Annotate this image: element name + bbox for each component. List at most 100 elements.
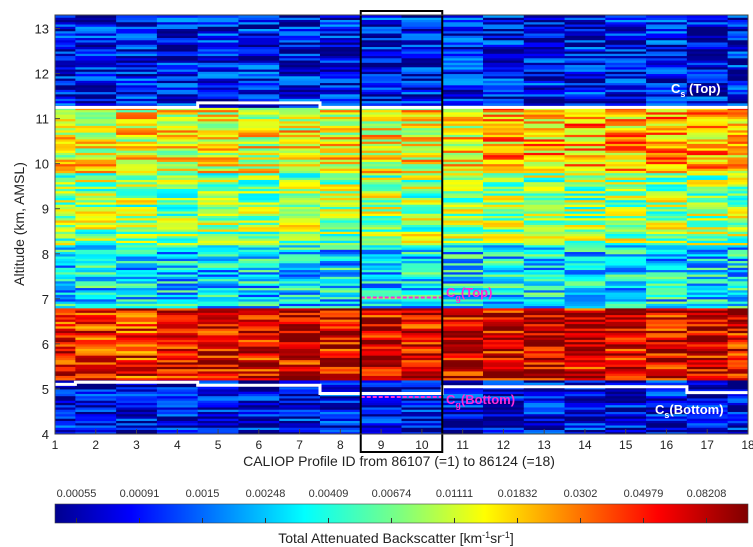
heatmap-cell bbox=[55, 30, 76, 34]
heatmap-cell bbox=[197, 420, 239, 424]
heatmap-cell bbox=[401, 120, 443, 124]
heatmap-cell bbox=[116, 283, 158, 286]
heatmap-cell bbox=[360, 346, 402, 349]
heatmap-cell bbox=[319, 78, 362, 81]
heatmap-cell bbox=[442, 247, 484, 250]
heatmap-cell bbox=[686, 53, 729, 57]
heatmap-cell bbox=[279, 186, 321, 189]
heatmap-cell bbox=[727, 188, 748, 192]
heatmap-cell bbox=[55, 134, 76, 138]
heatmap-cell bbox=[279, 242, 321, 246]
heatmap-cell bbox=[197, 280, 239, 284]
heatmap-cell bbox=[564, 120, 606, 124]
heatmap-cell bbox=[279, 310, 321, 313]
heatmap-cell bbox=[75, 386, 117, 390]
colorbar bbox=[54, 503, 749, 524]
heatmap-cell bbox=[564, 89, 606, 93]
heatmap-cell bbox=[564, 66, 606, 70]
heatmap-cell bbox=[401, 109, 443, 113]
heatmap-cell bbox=[483, 352, 525, 356]
heatmap-cell bbox=[564, 366, 606, 370]
heatmap-cell bbox=[75, 305, 117, 309]
heatmap-cell bbox=[401, 229, 443, 232]
heatmap-cell bbox=[156, 123, 199, 126]
heatmap-cell bbox=[727, 134, 748, 138]
heatmap-cell bbox=[197, 98, 239, 102]
heatmap-cell bbox=[238, 71, 280, 75]
heatmap-cell bbox=[401, 190, 443, 194]
heatmap-cell bbox=[55, 409, 76, 412]
heatmap-cell bbox=[75, 208, 117, 212]
heatmap-cell bbox=[401, 62, 443, 66]
heatmap-cell bbox=[401, 350, 443, 354]
heatmap-cell bbox=[156, 127, 199, 131]
heatmap-cell bbox=[442, 267, 484, 271]
heatmap-cell bbox=[360, 165, 402, 169]
heatmap-cell bbox=[156, 46, 199, 50]
heatmap-cell bbox=[279, 283, 321, 286]
heatmap-cell bbox=[55, 179, 76, 183]
heatmap-cell bbox=[360, 271, 402, 275]
heatmap-cell bbox=[75, 384, 117, 388]
heatmap-cell bbox=[279, 17, 321, 20]
heatmap-cell bbox=[646, 66, 688, 70]
heatmap-cell bbox=[686, 278, 729, 282]
heatmap-cell bbox=[605, 422, 647, 426]
heatmap-cell bbox=[523, 46, 566, 50]
heatmap-cell bbox=[483, 206, 525, 210]
heatmap-cell bbox=[646, 406, 688, 410]
heatmap-cell bbox=[55, 330, 76, 334]
heatmap-cell bbox=[55, 170, 76, 174]
heatmap-cell bbox=[401, 418, 443, 421]
heatmap-cell bbox=[55, 350, 76, 354]
heatmap-cell bbox=[75, 310, 117, 313]
heatmap-cell bbox=[360, 332, 402, 336]
heatmap-cell bbox=[686, 188, 729, 192]
heatmap-cell bbox=[279, 188, 321, 192]
heatmap-cell bbox=[55, 269, 76, 273]
heatmap-cell bbox=[360, 388, 402, 392]
heatmap-cell bbox=[116, 337, 158, 340]
heatmap-cell bbox=[156, 267, 199, 271]
heatmap-cell bbox=[442, 388, 484, 392]
cs-top-line bbox=[55, 101, 748, 109]
heatmap-cell bbox=[238, 314, 280, 318]
heatmap-cell bbox=[116, 19, 158, 23]
heatmap-cell bbox=[75, 289, 117, 293]
heatmap-cell bbox=[646, 183, 688, 187]
heatmap-cell bbox=[55, 285, 76, 289]
heatmap-cell bbox=[483, 415, 525, 419]
heatmap-cell bbox=[646, 321, 688, 325]
heatmap-cell bbox=[279, 46, 321, 50]
heatmap-cell bbox=[605, 323, 647, 327]
heatmap-cell bbox=[360, 183, 402, 187]
heatmap-cell bbox=[116, 377, 158, 381]
heatmap-cell bbox=[279, 370, 321, 374]
heatmap-cell bbox=[238, 249, 280, 253]
heatmap-cell bbox=[55, 235, 76, 239]
heatmap-cell bbox=[564, 210, 606, 214]
y-tick-label: 13 bbox=[35, 22, 49, 37]
heatmap-cell bbox=[727, 361, 748, 365]
heatmap-cell bbox=[116, 111, 158, 115]
heatmap-cell bbox=[279, 303, 321, 307]
heatmap-cell bbox=[401, 427, 443, 430]
heatmap-cell bbox=[483, 66, 525, 70]
heatmap-cell bbox=[523, 219, 566, 223]
heatmap-cell bbox=[605, 192, 647, 196]
heatmap-cell bbox=[442, 170, 484, 174]
heatmap-cell bbox=[75, 80, 117, 84]
heatmap-cell bbox=[401, 134, 443, 138]
heatmap-cell bbox=[55, 118, 76, 122]
heatmap-cell bbox=[686, 247, 729, 250]
heatmap-cell bbox=[646, 267, 688, 271]
heatmap-cell bbox=[55, 174, 76, 178]
heatmap-cell bbox=[279, 233, 321, 237]
heatmap-cell bbox=[319, 57, 362, 61]
heatmap-cell bbox=[55, 51, 76, 54]
heatmap-cell bbox=[483, 84, 525, 88]
heatmap-cell bbox=[523, 296, 566, 300]
heatmap-cell bbox=[401, 377, 443, 381]
heatmap-cell bbox=[442, 350, 484, 354]
heatmap-cell bbox=[156, 163, 199, 167]
